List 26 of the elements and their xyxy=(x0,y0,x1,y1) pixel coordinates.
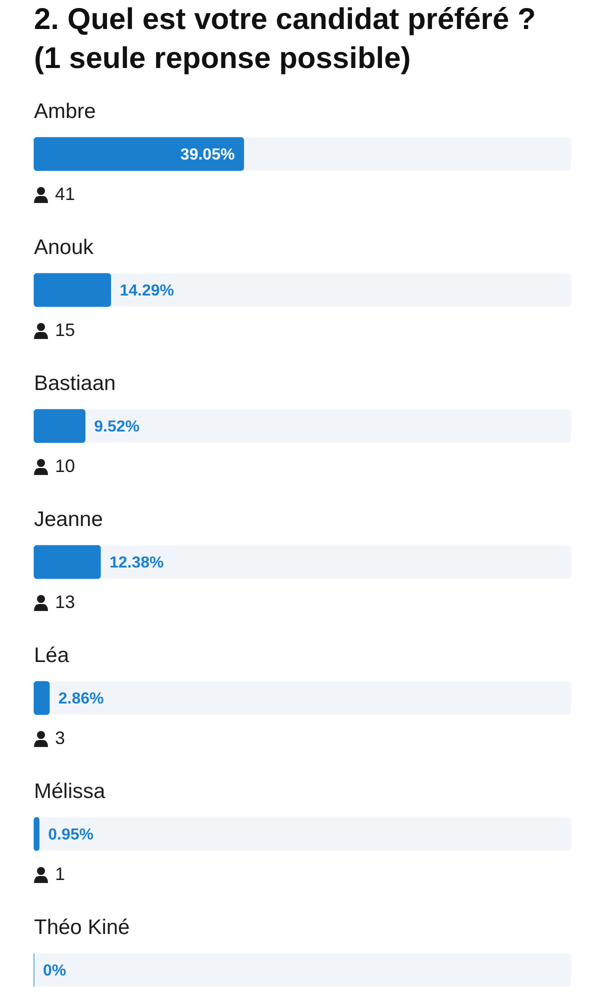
y-tick-label: Jeanne xyxy=(34,508,103,531)
y-tick-label: Bastiaan xyxy=(34,372,116,395)
data-label: 9.52% xyxy=(94,418,140,436)
y-tick-label: Mélissa xyxy=(34,780,106,803)
bar xyxy=(34,409,86,443)
y-tick-label: Léa xyxy=(34,644,70,667)
y-tick-label: Anouk xyxy=(34,236,94,259)
data-label: 39.05% xyxy=(180,146,235,164)
data-label: 12.38% xyxy=(109,554,164,572)
annotation: 13 xyxy=(55,592,76,612)
y-tick-label: Ambre xyxy=(34,100,96,123)
annotation: 15 xyxy=(55,320,76,340)
data-label: 0% xyxy=(43,962,66,980)
data-label: 14.29% xyxy=(120,282,174,300)
chart-title: 2. Quel est votre candidat préféré ? (1 seule reponse possible) xyxy=(34,2,537,77)
data-label: 2.86% xyxy=(58,690,104,708)
y-tick-label: Théo Kiné xyxy=(34,916,130,939)
bar xyxy=(34,273,112,307)
data-label: 0.95% xyxy=(48,826,94,844)
annotation: 10 xyxy=(55,456,76,476)
annotation: 1 xyxy=(55,864,66,884)
bar xyxy=(34,817,40,851)
bar xyxy=(34,545,101,579)
annotation: 3 xyxy=(55,728,66,748)
annotation: 41 xyxy=(55,184,76,204)
bar xyxy=(34,681,50,715)
